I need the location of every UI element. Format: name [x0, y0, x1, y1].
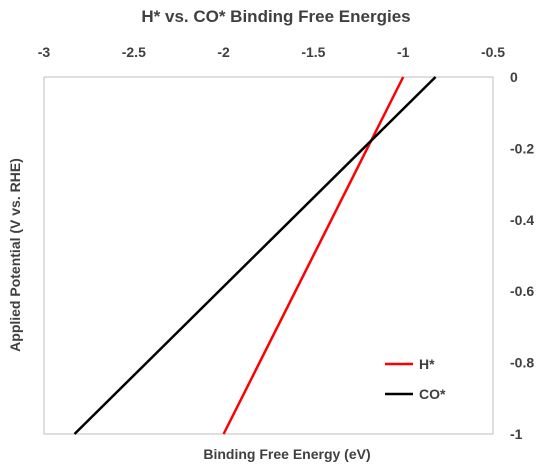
- legend: H* CO*: [385, 356, 446, 402]
- y-tick-label: -1: [510, 426, 523, 442]
- series-lines: [73, 76, 437, 435]
- x-axis-label: Binding Free Energy (eV): [203, 446, 370, 462]
- x-tick-label: -2: [217, 44, 230, 60]
- x-tick-label: -3: [38, 44, 51, 60]
- chart-title: H* vs. CO* Binding Free Energies: [141, 7, 410, 26]
- y-tick-label: 0: [510, 69, 518, 85]
- x-tick-label: -0.5: [481, 44, 505, 60]
- series-line-1: [73, 76, 437, 435]
- legend-label: CO*: [419, 386, 446, 402]
- y-axis-label: Applied Potential (V vs. RHE): [7, 158, 23, 352]
- y-tick-label: -0.4: [510, 212, 534, 228]
- x-tick-label: -1.5: [301, 44, 325, 60]
- legend-label: H*: [419, 356, 435, 372]
- y-tick-label: -0.8: [510, 355, 534, 371]
- y-tick-label: -0.2: [510, 140, 534, 156]
- y-tick-labels: 0 -0.2 -0.4 -0.6 -0.8 -1: [510, 69, 534, 442]
- x-tick-label: -2.5: [122, 44, 146, 60]
- plot-area: [43, 76, 494, 435]
- series-line-0: [222, 76, 405, 435]
- x-tick-label: -1: [397, 44, 410, 60]
- y-tick-label: -0.6: [510, 283, 534, 299]
- x-tick-labels: -3 -2.5 -2 -1.5 -1 -0.5: [38, 44, 506, 60]
